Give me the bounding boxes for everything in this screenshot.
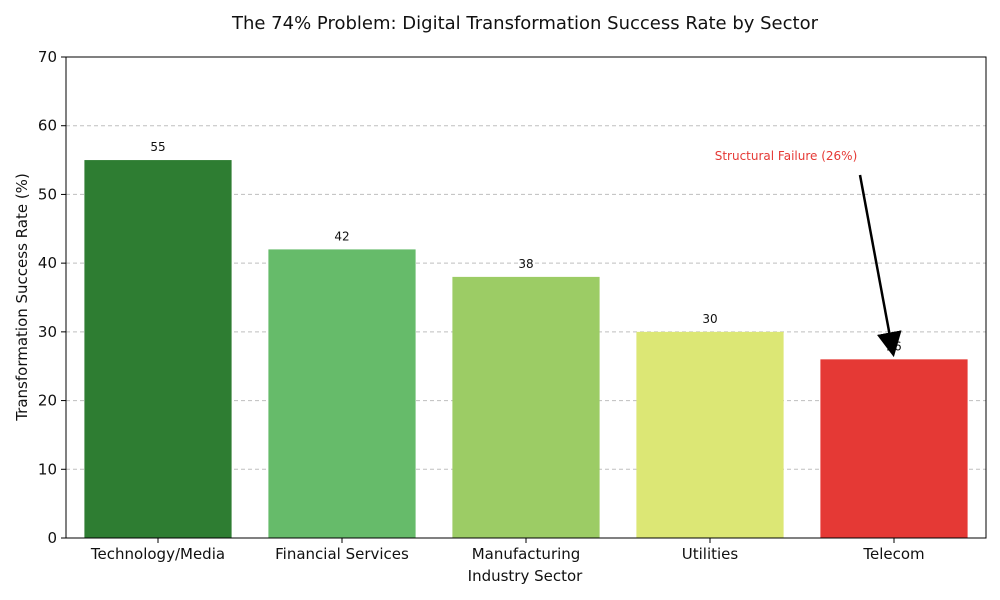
x-axis-label: Industry Sector [468, 567, 584, 585]
data-label-utilities: 30 [702, 312, 717, 326]
x-tick-label-technology-media: Technology/Media [90, 545, 225, 563]
bar-telecom [820, 359, 968, 538]
y-axis-ticks: 0 10 20 30 40 50 60 70 [38, 48, 66, 547]
x-axis-ticks: Technology/Media Financial Services Manufa… [90, 538, 925, 563]
bars [84, 160, 968, 539]
annotation-text: Structural Failure (26%) [715, 149, 858, 163]
bar-financial-services [268, 249, 416, 538]
bar-technology-media [84, 160, 232, 539]
chart-title: The 74% Problem: Digital Transformation … [231, 13, 819, 34]
bar-manufacturing [452, 276, 600, 538]
y-tick-label: 40 [38, 254, 57, 272]
y-tick-label: 60 [38, 117, 57, 135]
annotation-arrow [858, 174, 902, 358]
x-tick-label-manufacturing: Manufacturing [472, 545, 581, 563]
x-tick-label-utilities: Utilities [682, 545, 739, 563]
y-tick-label: 0 [47, 529, 57, 547]
data-label-technology-media: 55 [150, 140, 165, 154]
data-label-telecom: 26 [886, 339, 901, 353]
data-label-financial-services: 42 [334, 229, 349, 243]
x-tick-label-financial-services: Financial Services [275, 545, 409, 563]
bar-utilities [636, 331, 784, 538]
y-tick-label: 10 [38, 460, 57, 478]
x-tick-label-telecom: Telecom [862, 545, 924, 563]
y-axis-label: Transformation Success Rate (%) [13, 173, 31, 422]
y-tick-label: 50 [38, 185, 57, 203]
data-label-manufacturing: 38 [518, 257, 533, 271]
y-tick-label: 20 [38, 392, 57, 410]
y-tick-label: 70 [38, 48, 57, 66]
y-tick-label: 30 [38, 323, 57, 341]
